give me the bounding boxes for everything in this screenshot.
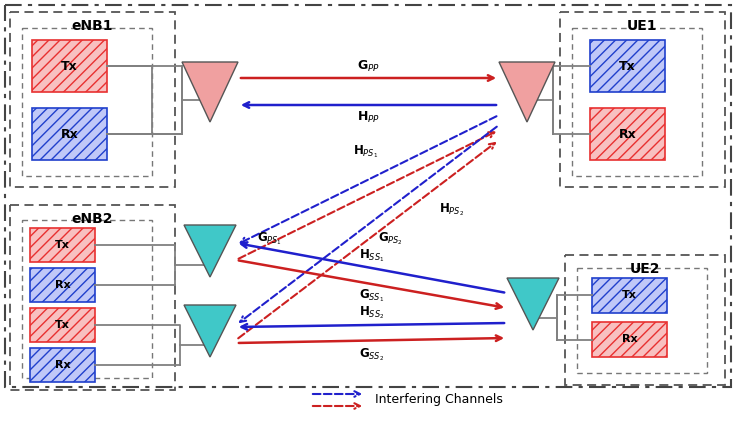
Text: eNB1: eNB1 [71, 19, 113, 33]
Text: $\mathbf{H}_{SS_2}$: $\mathbf{H}_{SS_2}$ [358, 305, 384, 321]
Text: $\mathbf{G}_{PS_1}$: $\mathbf{G}_{PS_1}$ [257, 230, 282, 247]
Text: Tx: Tx [619, 59, 636, 73]
Text: Tx: Tx [55, 240, 70, 250]
Bar [560, 12, 725, 187]
Bar [577, 268, 707, 373]
Bar [5, 5, 731, 387]
Bar [572, 28, 702, 176]
Bar [592, 322, 667, 357]
Text: Rx: Rx [54, 280, 71, 290]
Text: Tx: Tx [61, 59, 78, 73]
Bar [32, 108, 107, 160]
Polygon shape [184, 225, 236, 277]
Text: Interfering Channels: Interfering Channels [375, 393, 503, 406]
Bar [30, 228, 95, 262]
Bar [590, 108, 665, 160]
Text: $\mathbf{G}_{PS_2}$: $\mathbf{G}_{PS_2}$ [378, 231, 403, 247]
Bar [30, 348, 95, 382]
Text: UE2: UE2 [630, 262, 660, 276]
Text: UE1: UE1 [627, 19, 658, 33]
Bar [22, 28, 152, 176]
Bar [30, 268, 95, 302]
Bar [590, 40, 665, 92]
Text: Rx: Rx [60, 128, 78, 141]
Text: Rx: Rx [54, 360, 71, 370]
Text: $\mathbf{H}_{PS_2}$: $\mathbf{H}_{PS_2}$ [439, 202, 464, 218]
Text: $\mathbf{G}_{PP}$: $\mathbf{G}_{PP}$ [357, 59, 380, 73]
Polygon shape [184, 305, 236, 357]
Text: eNB2: eNB2 [71, 212, 113, 226]
Text: $\mathbf{H}_{SS_1}$: $\mathbf{H}_{SS_1}$ [358, 248, 384, 264]
Bar [30, 308, 95, 342]
Bar [22, 220, 152, 378]
Text: $\mathbf{G}_{SS_2}$: $\mathbf{G}_{SS_2}$ [359, 346, 384, 363]
Text: $\mathbf{G}_{SS_1}$: $\mathbf{G}_{SS_1}$ [359, 288, 384, 304]
Text: $\mathbf{H}_{PP}$: $\mathbf{H}_{PP}$ [357, 109, 380, 125]
Polygon shape [499, 62, 555, 122]
Bar [592, 278, 667, 313]
Polygon shape [507, 278, 559, 330]
Bar [10, 12, 175, 187]
Text: Rx: Rx [619, 128, 637, 141]
Text: Tx: Tx [622, 291, 637, 301]
Bar [10, 205, 175, 390]
Text: Tx: Tx [55, 320, 70, 330]
Bar [32, 40, 107, 92]
Bar [565, 255, 725, 385]
Text: Rx: Rx [622, 334, 637, 344]
Text: $\mathbf{H}_{PS_1}$: $\mathbf{H}_{PS_1}$ [353, 143, 378, 160]
Polygon shape [182, 62, 238, 122]
